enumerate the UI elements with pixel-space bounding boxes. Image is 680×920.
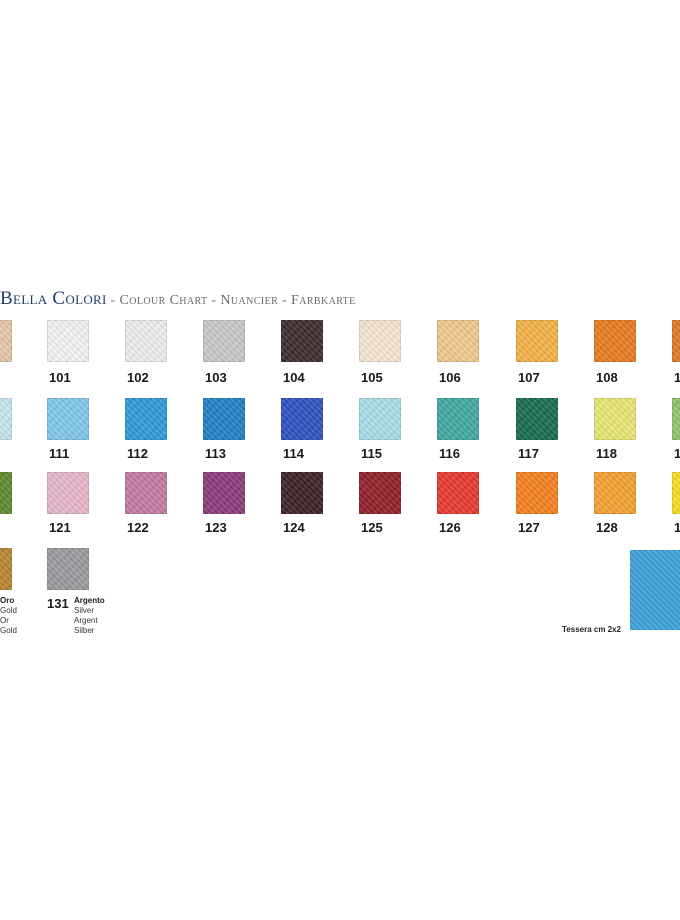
metal-name-it: Oro xyxy=(0,596,15,605)
color-tile xyxy=(437,398,479,440)
color-code: 131 xyxy=(47,596,69,611)
color-code: 104 xyxy=(283,370,305,385)
color-tile xyxy=(47,398,89,440)
color-code: 107 xyxy=(518,370,540,385)
metal-name-translation: Gold xyxy=(0,626,17,635)
color-tile xyxy=(0,398,12,440)
metal-name-translation: Argent xyxy=(74,616,98,625)
color-tile xyxy=(359,472,401,514)
color-tile xyxy=(594,472,636,514)
color-code: 10 xyxy=(674,370,680,385)
color-tile xyxy=(281,398,323,440)
color-code: 102 xyxy=(127,370,149,385)
metal-name-translation: Silber xyxy=(74,626,95,635)
chart-subtitle: - Colour Chart - Nuancier - Farbkarte xyxy=(106,293,356,308)
metal-name-translation: Silver xyxy=(74,606,95,615)
color-code: 121 xyxy=(49,520,71,535)
metal-name-it: Argento xyxy=(74,596,105,605)
color-code: 111 xyxy=(49,446,70,461)
metal-name-translation: Gold xyxy=(0,606,17,615)
tessera-label: Tessera cm 2x2 xyxy=(562,625,622,634)
color-code: 124 xyxy=(283,520,305,535)
color-tile xyxy=(594,320,636,362)
color-code: 103 xyxy=(205,370,227,385)
color-tile xyxy=(281,320,323,362)
color-tile xyxy=(0,472,12,514)
color-tile xyxy=(203,320,245,362)
color-tile xyxy=(125,320,167,362)
color-tile xyxy=(47,320,89,362)
color-tile xyxy=(516,472,558,514)
color-tile xyxy=(437,472,479,514)
color-code: 116 xyxy=(439,446,460,461)
color-code: 126 xyxy=(439,520,461,535)
color-tile xyxy=(125,398,167,440)
color-tile xyxy=(594,398,636,440)
metal-tile xyxy=(0,548,12,590)
color-code: 1 xyxy=(674,446,680,461)
color-tile xyxy=(203,472,245,514)
color-code: 123 xyxy=(205,520,227,535)
tessera-sample xyxy=(630,550,680,630)
color-code: 108 xyxy=(596,370,618,385)
color-code: 118 xyxy=(596,446,617,461)
color-code: 122 xyxy=(127,520,149,535)
color-tile xyxy=(125,472,167,514)
color-code: 112 xyxy=(127,446,148,461)
color-code: 127 xyxy=(518,520,540,535)
color-code: 113 xyxy=(205,446,226,461)
color-code: 12 xyxy=(674,520,680,535)
color-tile xyxy=(47,472,89,514)
color-tile xyxy=(672,472,680,514)
color-code: 105 xyxy=(361,370,383,385)
metal-tile xyxy=(47,548,89,590)
color-tile xyxy=(437,320,479,362)
brand-name: Bella Colori xyxy=(0,288,107,309)
color-tile xyxy=(359,398,401,440)
color-code: 125 xyxy=(361,520,383,535)
color-tile xyxy=(0,320,12,362)
color-tile xyxy=(672,398,680,440)
metal-name-translation: Or xyxy=(0,616,9,625)
chart-title: Bella Colori - Colour Chart - Nuancier -… xyxy=(0,288,356,310)
metal-names: Argento Silver Argent Silber xyxy=(74,596,105,636)
color-code: 106 xyxy=(439,370,461,385)
color-tile xyxy=(672,320,680,362)
color-tile xyxy=(359,320,401,362)
color-tile xyxy=(203,398,245,440)
color-code: 114 xyxy=(283,446,304,461)
color-code: 117 xyxy=(518,446,539,461)
color-code: 128 xyxy=(596,520,618,535)
color-tile xyxy=(281,472,323,514)
metal-names: Oro Gold Or Gold xyxy=(0,596,17,636)
color-tile xyxy=(516,398,558,440)
color-code: 115 xyxy=(361,446,382,461)
color-tile xyxy=(516,320,558,362)
color-code: 101 xyxy=(49,370,71,385)
